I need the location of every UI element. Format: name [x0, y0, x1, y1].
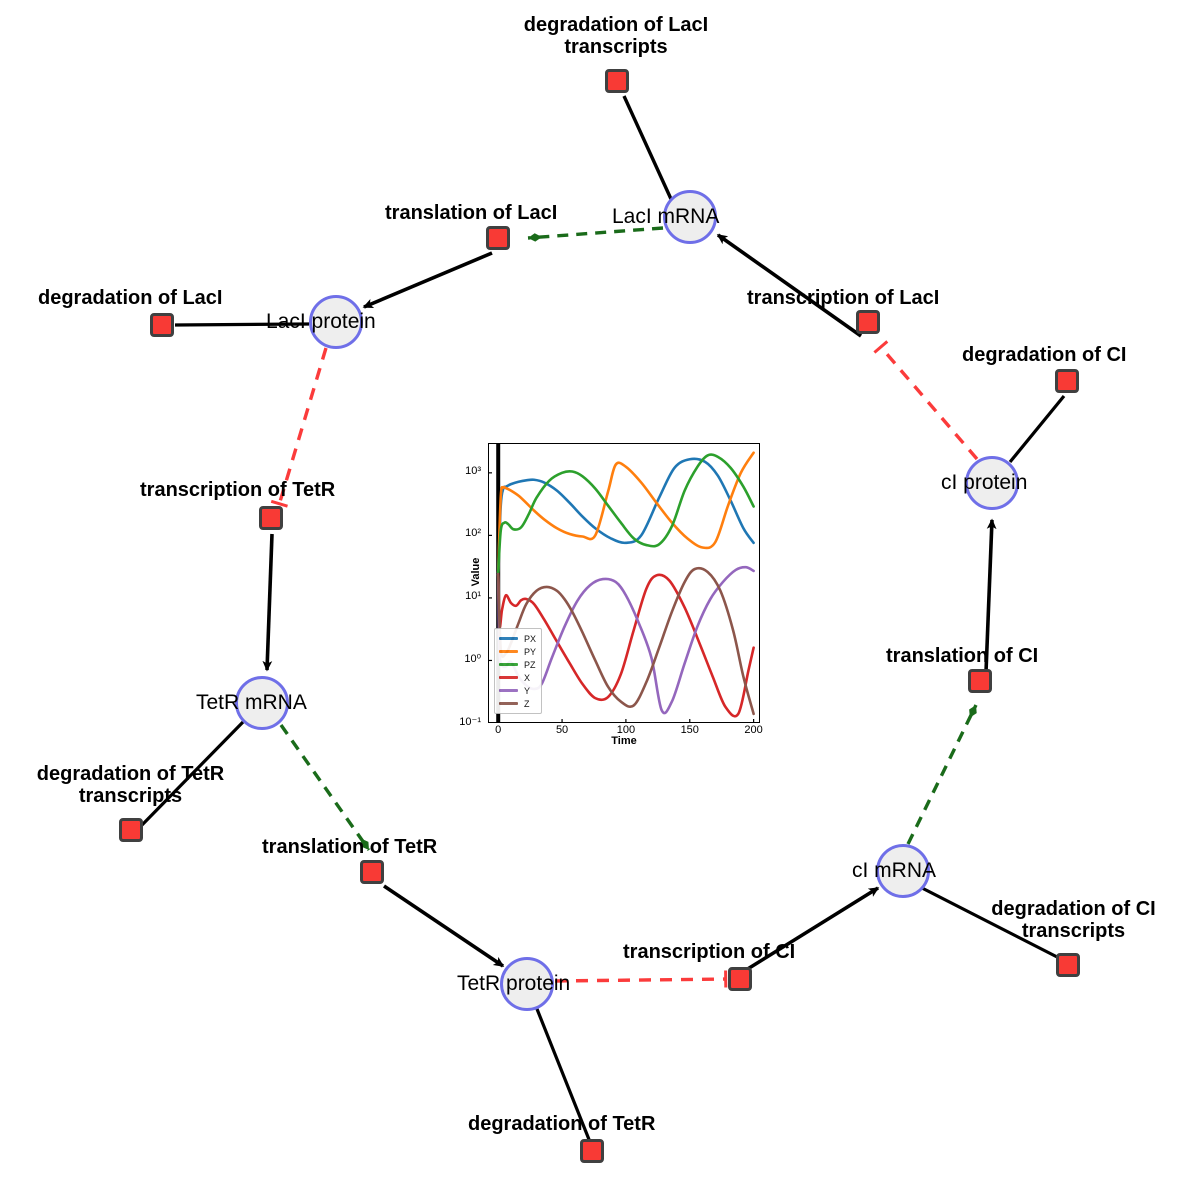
plot-legend-item-x: X — [499, 671, 536, 684]
legend-swatch — [499, 689, 518, 692]
edge-transcr-laci-to-laci-mrna — [716, 233, 863, 338]
reaction-node-transcr-ci[interactable] — [728, 967, 752, 991]
plot-ytick-2: 10¹ — [465, 589, 481, 602]
edges-inhibitor — [270, 340, 979, 988]
plot-legend-item-y: Y — [499, 684, 536, 697]
plot-legend-item-py: PY — [499, 645, 536, 658]
edge-ci-protein-to-deg-ci — [1008, 394, 1066, 464]
plot-xtick-4: 200 — [744, 724, 763, 736]
reaction-node-deg-tetr-transcripts[interactable] — [119, 818, 143, 842]
reaction-node-transcr-laci[interactable] — [856, 310, 880, 334]
plot-legend-item-pz: PZ — [499, 658, 536, 671]
plot-xlabel: Time — [611, 735, 637, 747]
edge-transl-tetr-to-tetr-protein — [382, 884, 505, 968]
plot-ytick-1: 10⁰ — [464, 653, 481, 666]
species-node-laci-mrna[interactable] — [663, 190, 717, 244]
legend-swatch — [499, 637, 518, 640]
species-node-ci-protein[interactable] — [965, 456, 1019, 510]
plot-ytick-0: 10⁻¹ — [459, 716, 481, 728]
reaction-label-deg-tetr: degradation of TetR — [468, 1113, 656, 1135]
reaction-label-transcr-ci: transcription of CI — [623, 941, 796, 963]
legend-label: Y — [524, 685, 531, 696]
edge-ci-mrna-modifies-transl-ci — [906, 704, 978, 845]
species-label-tetr-protein: TetR protein — [457, 972, 571, 995]
plot-series-x — [496, 572, 755, 718]
plot-legend: PX PY PZ X Y Z — [494, 628, 543, 714]
species-node-tetr-mrna[interactable] — [235, 676, 289, 730]
edge-laci-mrna-modifies-transl-laci — [527, 226, 664, 242]
reaction-label-transl-laci: translation of LacI — [385, 202, 558, 224]
legend-label: PX — [524, 633, 537, 644]
legend-label: Z — [524, 698, 530, 709]
plot-ytick-3: 10² — [465, 527, 481, 540]
species-label-laci-protein: LacI protein — [266, 310, 376, 333]
edges-modifier — [279, 226, 978, 851]
legend-label: X — [524, 672, 531, 683]
edge-tetr-mrna-modifies-transl-tetr — [279, 724, 371, 851]
reaction-label-transcr-tetr: transcription of TetR — [140, 479, 336, 501]
species-label-laci-mrna: LacI mRNA — [612, 205, 720, 228]
reaction-node-deg-laci[interactable] — [150, 313, 174, 337]
reaction-label-transl-tetr: translation of TetR — [262, 836, 438, 858]
species-node-laci-protein[interactable] — [309, 295, 363, 349]
plot-ytick-4: 10³ — [465, 464, 481, 477]
legend-label: PY — [524, 646, 537, 657]
edge-laci-mrna-to-deg-laci-transcripts — [622, 95, 673, 200]
reaction-label-transcr-laci: transcription of LacI — [747, 287, 940, 309]
timecourse-plot: Value Time 10⁻¹ 10⁰ 10¹ 10² 10³ 0 50 100 150 200… — [441, 432, 771, 754]
plot-legend-item-px: PX — [499, 632, 536, 645]
plot-legend-item-z: Z — [499, 697, 536, 710]
reaction-node-deg-laci-transcripts[interactable] — [605, 69, 629, 93]
edge-ci-mrna-to-deg-ci-transcripts — [921, 886, 1064, 962]
reaction-node-transl-tetr[interactable] — [360, 860, 384, 884]
edge-transcr-tetr-to-tetr-mrna — [262, 533, 274, 672]
reaction-label-transl-ci: translation of CI — [886, 645, 1039, 667]
reaction-label-deg-ci: degradation of CI — [962, 344, 1127, 366]
plot-series-py — [496, 451, 755, 575]
reaction-node-deg-tetr[interactable] — [580, 1139, 604, 1163]
edge-transcr-ci-to-ci-mrna — [745, 886, 880, 972]
edge-transl-laci-to-laci-protein — [362, 251, 493, 309]
legend-swatch — [499, 702, 518, 705]
reaction-label-deg-laci-transcripts: degradation of LacI transcripts — [523, 14, 709, 59]
edge-tetr-protein-to-deg-tetr — [535, 1008, 592, 1143]
reaction-label-deg-laci: degradation of LacI — [38, 287, 223, 309]
reaction-label-deg-tetr-transcripts: degradation of TetR transcripts — [36, 763, 225, 808]
plot-series-layer — [488, 443, 755, 723]
reaction-label-deg-ci-transcripts: degradation of CI transcripts — [991, 898, 1156, 943]
species-label-ci-protein: cI protein — [941, 471, 1028, 494]
reaction-node-transcr-tetr[interactable] — [259, 506, 283, 530]
legend-label: PZ — [524, 659, 536, 670]
species-label-ci-mrna: cI mRNA — [852, 859, 936, 882]
plot-series-px — [496, 457, 755, 575]
plot-ylabel: Value — [470, 557, 482, 587]
plot-xtick-0: 0 — [495, 724, 502, 736]
species-node-ci-mrna[interactable] — [876, 844, 930, 898]
edge-laci-protein-inhibits-transcr-tetr — [270, 347, 328, 508]
edge-transl-ci-to-ci-protein — [984, 518, 997, 673]
plot-series-pz — [496, 453, 755, 575]
reaction-node-deg-ci-transcripts[interactable] — [1056, 953, 1080, 977]
plot-xtick-3: 150 — [680, 724, 699, 736]
edge-tetr-protein-inhibits-transcr-ci — [554, 970, 728, 988]
edge-ci-protein-inhibits-transcr-laci — [873, 340, 979, 461]
edges-reactant-product — [140, 95, 1066, 1143]
plot-xtick-2: 100 — [616, 724, 636, 736]
species-node-tetr-protein[interactable] — [500, 957, 554, 1011]
reaction-node-deg-ci[interactable] — [1055, 369, 1079, 393]
legend-swatch — [499, 676, 518, 679]
legend-swatch — [499, 663, 518, 666]
plot-xtick-1: 50 — [555, 724, 569, 736]
edge-tetr-mrna-to-deg-tetr-transcripts — [140, 720, 245, 827]
species-label-tetr-mrna: TetR mRNA — [196, 691, 307, 714]
reaction-node-transl-laci[interactable] — [486, 226, 510, 250]
plot-series-z — [496, 566, 755, 716]
legend-swatch — [499, 650, 518, 653]
reaction-node-transl-ci[interactable] — [968, 669, 992, 693]
edge-laci-protein-to-deg-laci — [174, 322, 310, 327]
